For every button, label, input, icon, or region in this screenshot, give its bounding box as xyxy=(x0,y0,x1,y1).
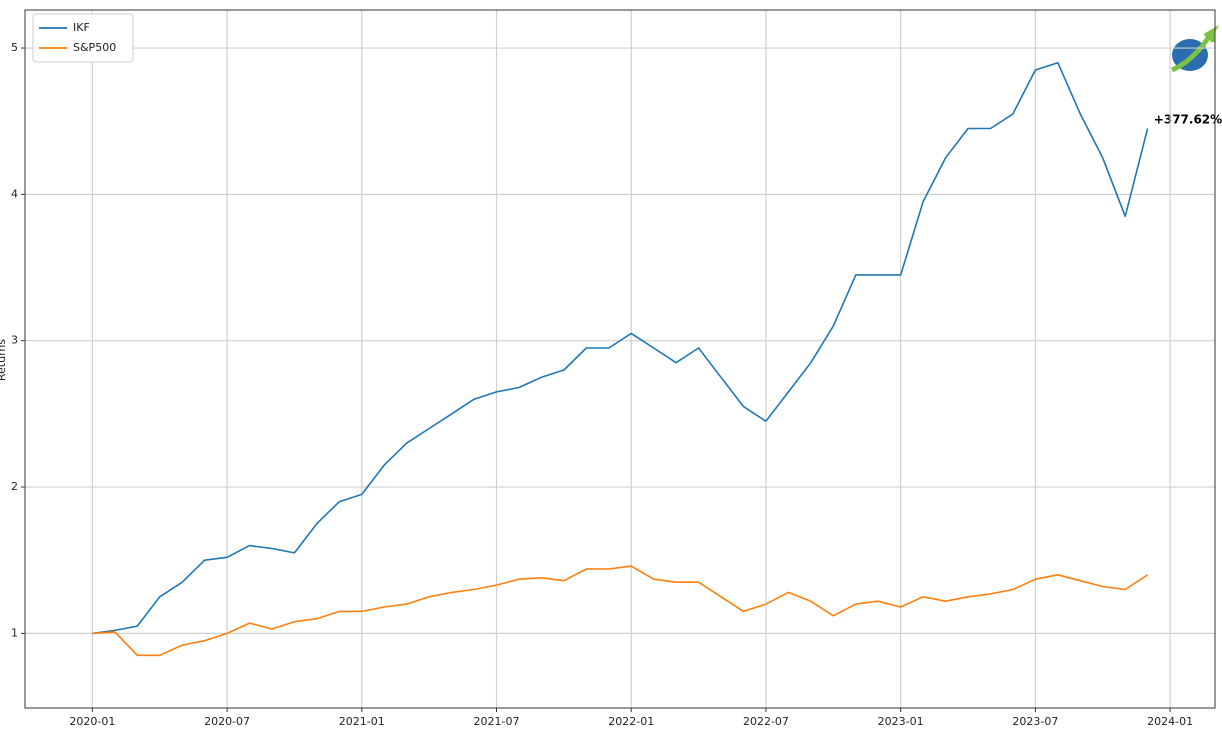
x-tick-label: 2021-01 xyxy=(339,715,385,728)
legend-label: S&P500 xyxy=(73,41,116,54)
legend-box xyxy=(32,13,134,63)
x-tick-label: 2020-01 xyxy=(69,715,115,728)
y-tick-label: 1 xyxy=(11,626,18,639)
y-tick-label: 4 xyxy=(11,187,18,200)
x-tick-label: 2023-01 xyxy=(878,715,924,728)
annotation: +377.62% xyxy=(1154,113,1222,127)
legend: IKF S&P500 xyxy=(32,13,134,63)
x-tick-label: 2022-01 xyxy=(608,715,654,728)
legend-label: IKF xyxy=(73,21,90,34)
x-tick-label: 2022-07 xyxy=(743,715,789,728)
line xyxy=(92,61,1149,635)
x-tick-label: 2020-07 xyxy=(204,715,250,728)
logo xyxy=(1170,25,1220,73)
x-tick-label: 2021-07 xyxy=(474,715,520,728)
y-tick-label: 5 xyxy=(11,41,18,54)
y-tick-label: 2 xyxy=(11,480,18,493)
plot-frame xyxy=(24,9,1216,709)
y-tick-label: 3 xyxy=(11,334,18,347)
y-axis-label: Returns xyxy=(0,339,8,382)
x-tick-label: 2024-01 xyxy=(1147,715,1193,728)
line xyxy=(92,565,1149,657)
x-tick-label: 2023-07 xyxy=(1012,715,1058,728)
